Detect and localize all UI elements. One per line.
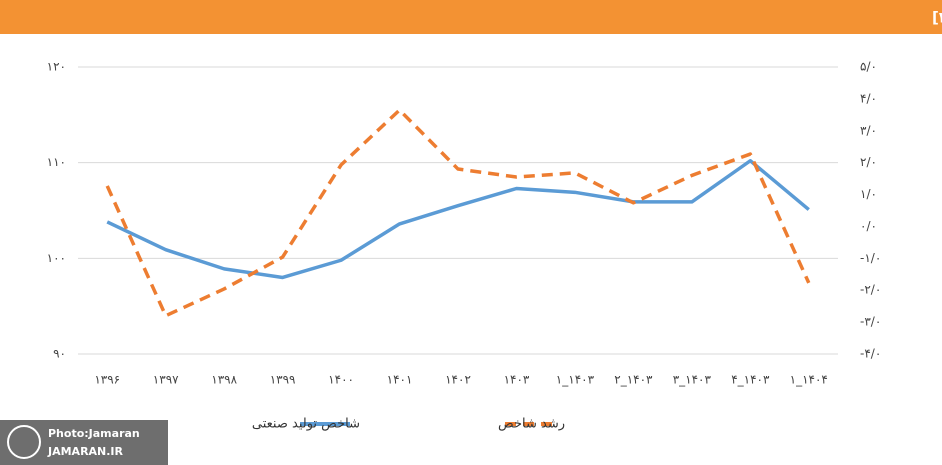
y2-tick-label: -۱/۰ — [860, 251, 881, 265]
y2-tick-label: ۰/۰ — [860, 219, 877, 233]
title-banner — [0, 0, 942, 34]
x-tick-label: ۱۳۹۷ — [153, 373, 179, 387]
x-tick-label: ۱۳۹۶ — [94, 373, 120, 387]
y-tick-label: ۱۱۰ — [47, 155, 66, 169]
y2-tick-label: ۵/۰ — [860, 60, 877, 74]
y-tick-label: ۹۰ — [53, 347, 66, 361]
y2-tick-label: ۴/۰ — [860, 91, 877, 105]
chart-title: شکل ۲. نمودار شاخص تولید صنعتی (محور عمو… — [932, 9, 942, 28]
x-tick-label: ۲_۱۴۰۳ — [614, 373, 653, 387]
y-tick-label: ۱۰۰ — [47, 251, 66, 265]
watermark-logo — [7, 425, 41, 459]
legend-label: رشد شاخص — [498, 417, 565, 432]
x-tick-label: ۱۴۰۰ — [328, 373, 354, 387]
y2-tick-label: ۱/۰ — [860, 187, 877, 201]
data-line — [106, 159, 810, 280]
watermark-text: JAMARAN.IR — [47, 445, 124, 458]
x-tick-label: ۱_۱۴۰۴ — [790, 373, 828, 387]
x-tick-label: ۱۳۹۸ — [211, 373, 237, 387]
y2-tick-label: -۲/۰ — [860, 283, 881, 297]
y2-tick-label: ۳/۰ — [860, 123, 877, 137]
x-tick-label: ۱۴۰۳ — [504, 373, 530, 387]
y-tick-label: ۱۲۰ — [47, 60, 66, 74]
legend-label: شاخص تولید صنعتی — [252, 417, 360, 432]
x-tick-label: ۱۴۰۲ — [445, 373, 471, 387]
data-line — [105, 108, 811, 318]
y2-tick-label: -۳/۰ — [860, 315, 881, 329]
x-tick-label: ۱۳۹۹ — [270, 373, 296, 387]
watermark-text: Photo:Jamaran — [48, 427, 140, 440]
y2-tick-label: -۴/۰ — [860, 347, 881, 361]
x-tick-label: ۱۴۰۱ — [387, 373, 413, 387]
y2-tick-label: ۲/۰ — [860, 155, 877, 169]
x-tick-label: ۱_۱۴۰۳ — [556, 373, 595, 387]
x-tick-label: ۴_۱۴۰۳ — [731, 373, 770, 387]
x-tick-label: ۳_۱۴۰۳ — [673, 373, 712, 387]
